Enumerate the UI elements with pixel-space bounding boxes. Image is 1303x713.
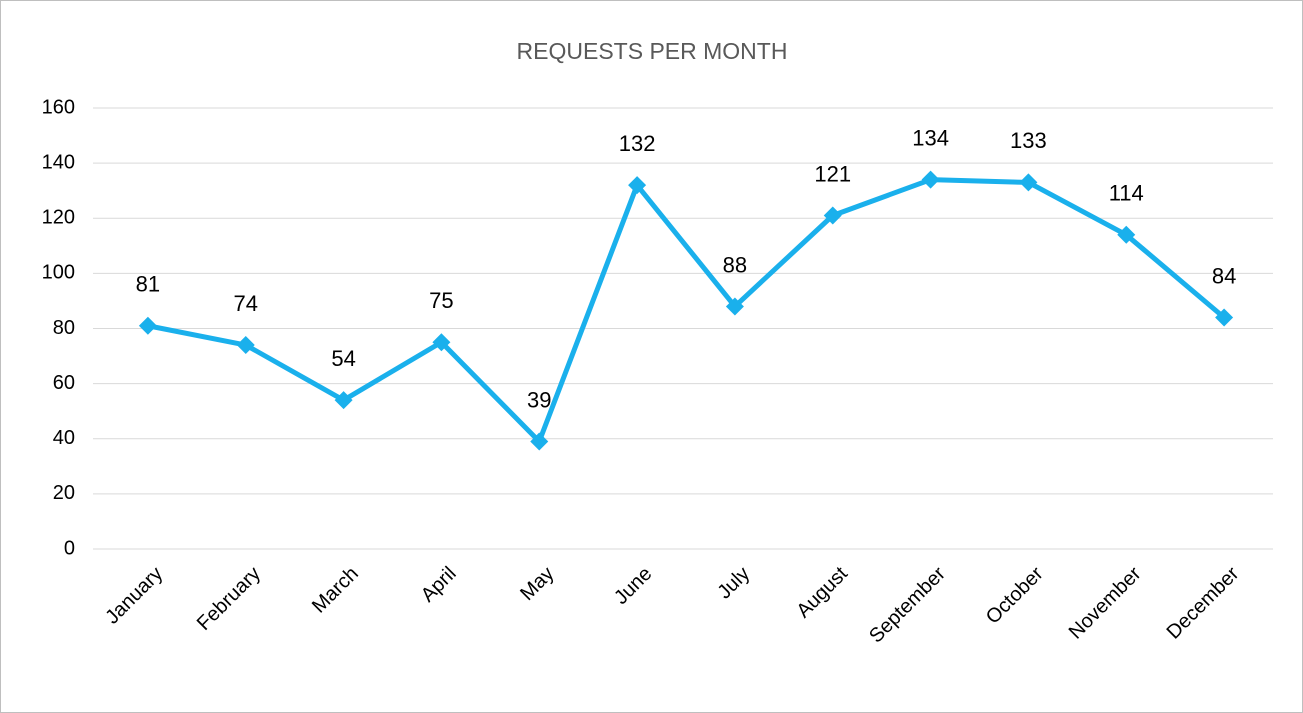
data-label: 74 bbox=[234, 291, 258, 316]
marker bbox=[628, 176, 647, 195]
marker bbox=[921, 170, 940, 189]
y-tick-label: 140 bbox=[42, 151, 75, 173]
data-label: 134 bbox=[912, 125, 949, 150]
y-tick-label: 40 bbox=[53, 427, 75, 449]
marker bbox=[1215, 308, 1234, 327]
line bbox=[147, 177, 1226, 445]
data-label: 133 bbox=[1010, 128, 1047, 153]
data-label: 114 bbox=[1109, 181, 1144, 206]
data-label: 84 bbox=[1212, 263, 1236, 288]
y-tick-label: 80 bbox=[53, 317, 75, 339]
marker bbox=[530, 432, 549, 451]
marker bbox=[1019, 173, 1038, 192]
marker bbox=[236, 336, 255, 355]
data-label: 81 bbox=[136, 272, 160, 297]
y-tick-label: 60 bbox=[53, 372, 75, 394]
chart-title: REQUESTS PER MONTH bbox=[517, 38, 788, 64]
data-label: 132 bbox=[619, 131, 656, 156]
marker bbox=[432, 333, 451, 352]
data-label: 88 bbox=[723, 252, 747, 277]
y-tick-label: 120 bbox=[42, 207, 75, 229]
marker bbox=[725, 297, 744, 316]
data-label: 121 bbox=[814, 161, 851, 186]
data-label: 54 bbox=[331, 346, 355, 371]
marker bbox=[823, 206, 842, 225]
y-tick-label: 160 bbox=[42, 96, 75, 118]
y-tick-label: 0 bbox=[64, 537, 75, 559]
marker bbox=[1117, 225, 1136, 244]
y-tick-label: 20 bbox=[53, 482, 75, 504]
marker bbox=[334, 391, 353, 410]
y-tick-label: 100 bbox=[42, 262, 75, 284]
data-label: 75 bbox=[429, 288, 453, 313]
marker bbox=[138, 316, 157, 335]
data-label: 39 bbox=[527, 387, 551, 412]
